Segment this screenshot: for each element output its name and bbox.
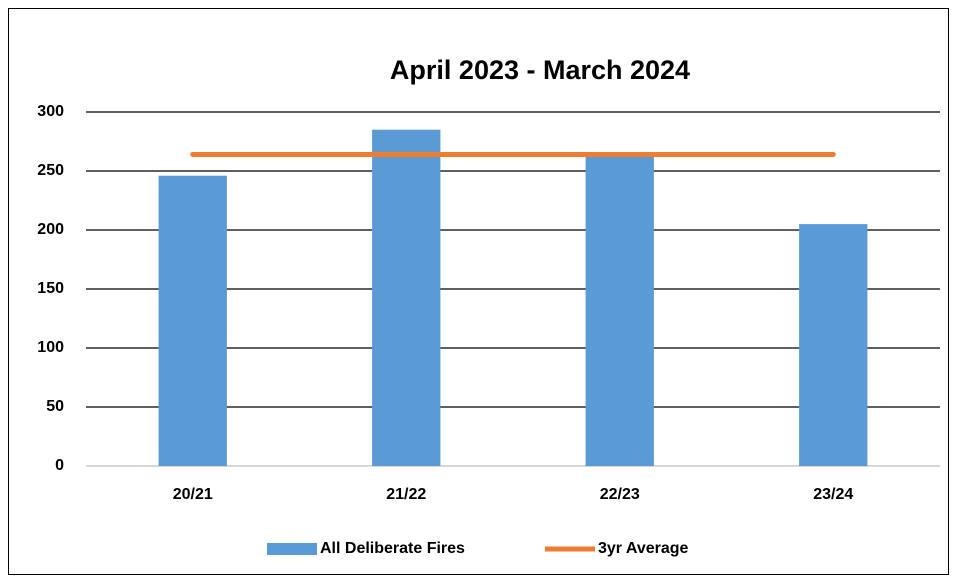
- y-tick-label: 0: [55, 457, 64, 474]
- legend-swatch: [267, 543, 317, 555]
- y-tick-label: 300: [37, 103, 64, 120]
- x-tick-label: 21/22: [386, 486, 426, 503]
- x-tick-label: 23/24: [813, 486, 853, 503]
- y-tick-label: 250: [37, 162, 64, 179]
- legend-label: All Deliberate Fires: [320, 540, 465, 557]
- bar: [585, 154, 654, 467]
- y-tick-label: 150: [37, 280, 64, 297]
- bar: [158, 175, 227, 466]
- bar: [799, 224, 868, 466]
- y-tick-label: 200: [37, 221, 64, 238]
- x-tick-label: 22/23: [600, 486, 640, 503]
- chart-title: April 2023 - March 2024: [390, 55, 690, 85]
- x-tick-label: 20/21: [173, 486, 213, 503]
- legend-label: 3yr Average: [598, 540, 689, 557]
- y-tick-label: 100: [37, 339, 64, 356]
- y-tick-label: 50: [46, 398, 64, 415]
- bar: [372, 129, 441, 466]
